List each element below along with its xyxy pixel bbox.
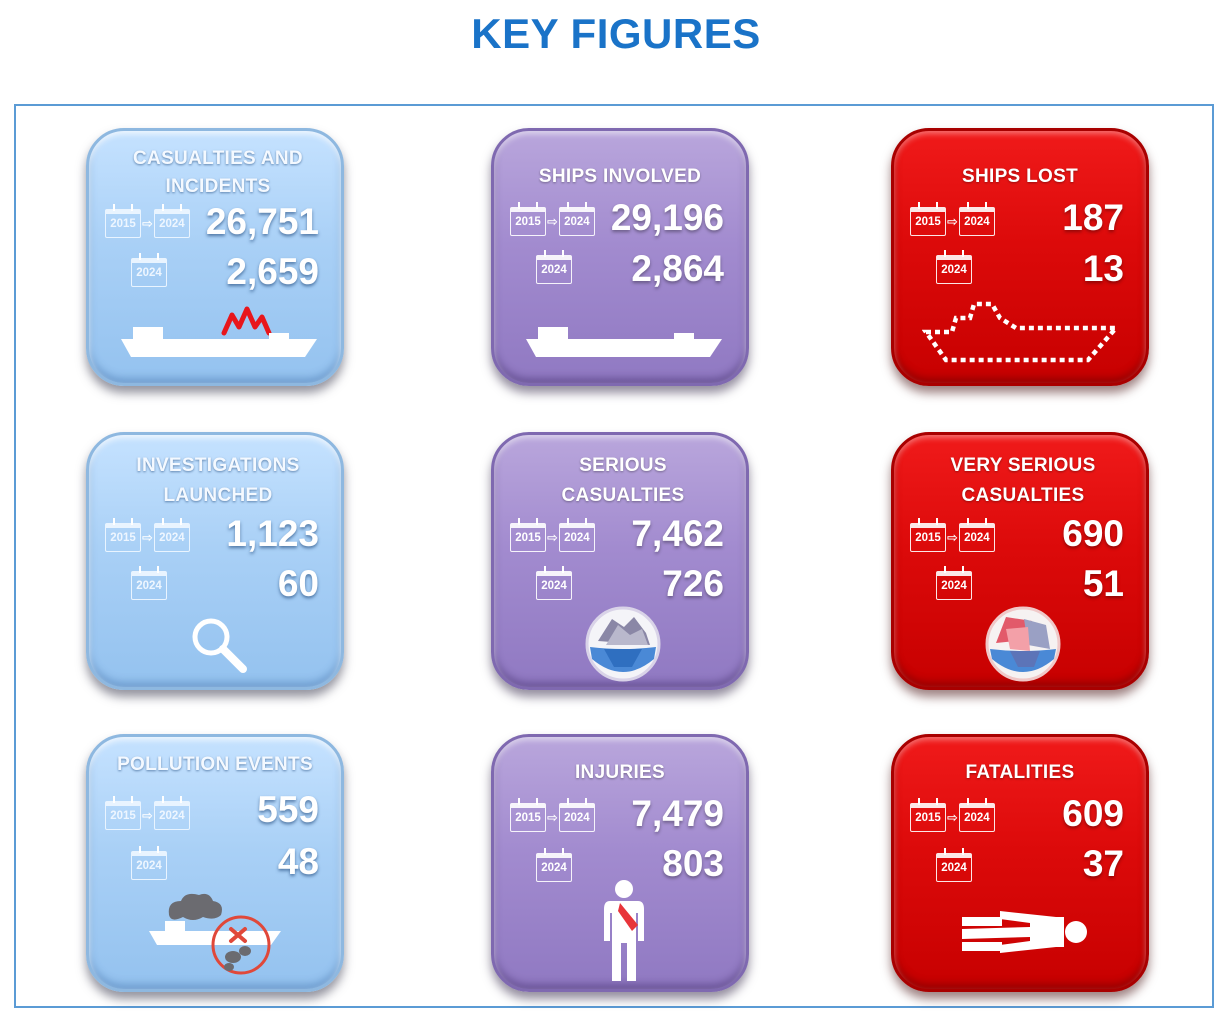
- tile-title: INJURIES: [574, 762, 666, 783]
- tile-title: CASUALTIES AND INCIDENTS: [133, 148, 303, 197]
- injured-person-icon: [604, 880, 644, 981]
- year-icon: 2024: [936, 566, 972, 600]
- calendar-icon: 2015: [510, 202, 546, 236]
- year-value: 2,864: [631, 248, 724, 289]
- period-range-icon: 2015 ⇨ 2024: [510, 202, 595, 236]
- key-figures-panel: CASUALTIES AND INCIDENTS 2015 ⇨ 2024 26,…: [14, 104, 1214, 1008]
- ship-lost-icon: [922, 301, 1121, 363]
- year-icon: 2024: [536, 848, 572, 882]
- magnifier-icon: [192, 618, 247, 673]
- calendar-icon: 2024: [131, 846, 167, 880]
- calendar-icon: 2024: [558, 202, 595, 236]
- total-value: 7,479: [631, 793, 724, 834]
- iceberg-red-icon: [985, 606, 1061, 682]
- year-icon: 2024: [131, 846, 167, 880]
- year-icon: 2024: [936, 848, 972, 882]
- iceberg-icon: [585, 606, 661, 682]
- tile-title: SHIPS INVOLVED: [538, 166, 702, 187]
- year-icon: 2024: [131, 253, 167, 287]
- ship-incident-icon: [121, 306, 317, 357]
- year-icon: 2024: [936, 250, 972, 284]
- year-icon: 2024: [536, 250, 572, 284]
- total-value: 187: [1062, 197, 1124, 238]
- tile-title: SERIOUS CASUALTIES: [561, 455, 685, 506]
- calendar-icon: 2015: [510, 518, 546, 552]
- tile-title: FATALITIES: [965, 762, 1075, 783]
- year-value: 726: [662, 563, 724, 604]
- period-range-icon: 2015 ⇨ 2024: [510, 518, 595, 552]
- total-value: 690: [1062, 513, 1124, 554]
- tile-title: POLLUTION EVENTS: [117, 754, 313, 775]
- ship-icon: [526, 327, 722, 357]
- period-range-icon: 2015 ⇨ 2024: [910, 798, 995, 832]
- total-value: 29,196: [610, 197, 724, 238]
- total-value: 559: [257, 789, 319, 830]
- tile-injuries: INJURIES 2015 ⇨ 2024 7,479 2024 803: [491, 734, 749, 992]
- tile-investigations-launched: INVESTIGATIONS LAUNCHED 2015 ⇨ 2024 1,12…: [86, 432, 344, 690]
- total-value: 26,751: [205, 201, 319, 242]
- calendar-icon: 2024: [936, 848, 972, 882]
- year-icon: 2024: [536, 566, 572, 600]
- page-title: KEY FIGURES: [471, 10, 761, 57]
- year-value: 51: [1082, 563, 1124, 604]
- calendar-icon: 2024: [958, 202, 995, 236]
- period-range-icon: 2015 ⇨ 2024: [105, 796, 190, 830]
- calendar-icon: 2024: [558, 798, 595, 832]
- calendar-icon: 2024: [131, 253, 167, 287]
- calendar-icon: 2024: [153, 204, 190, 238]
- tile-pollution-events: POLLUTION EVENTS 2015 ⇨ 2024 559 2024 48: [86, 734, 344, 992]
- calendar-icon: 2024: [958, 518, 995, 552]
- tile-ships-lost: SHIPS LOST 2015 ⇨ 2024 187 2024 13: [891, 128, 1149, 386]
- calendar-icon: 2024: [536, 566, 572, 600]
- tile-fatalities: FATALITIES 2015 ⇨ 2024 609 2024 37: [891, 734, 1149, 992]
- calendar-icon: 2024: [131, 566, 167, 600]
- calendar-icon: 2024: [153, 518, 190, 552]
- period-range-icon: 2015 ⇨ 2024: [910, 202, 995, 236]
- period-range-icon: 2015 ⇨ 2024: [105, 204, 190, 238]
- tile-serious-casualties: SERIOUS CASUALTIES 2015 ⇨ 2024 7,462 202…: [491, 432, 749, 690]
- tile-title: INVESTIGATIONS LAUNCHED: [136, 455, 300, 506]
- calendar-icon: 2015: [910, 518, 946, 552]
- year-icon: 2024: [131, 566, 167, 600]
- calendar-icon: 2015: [105, 204, 141, 238]
- year-value: 60: [277, 563, 319, 604]
- calendar-icon: 2024: [153, 796, 190, 830]
- tile-title: SHIPS LOST: [962, 166, 1078, 187]
- year-value: 48: [277, 841, 319, 882]
- total-value: 1,123: [226, 513, 319, 554]
- calendar-icon: 2015: [910, 202, 946, 236]
- period-range-icon: 2015 ⇨ 2024: [105, 518, 190, 552]
- total-value: 609: [1062, 793, 1124, 834]
- calendar-icon: 2024: [958, 798, 995, 832]
- tile-ships-involved: SHIPS INVOLVED 2015 ⇨ 2024 29,196 2024 2…: [491, 128, 749, 386]
- tile-title: VERY SERIOUS CASUALTIES: [950, 455, 1096, 506]
- total-value: 7,462: [631, 513, 724, 554]
- calendar-icon: 2024: [536, 250, 572, 284]
- calendar-icon: 2015: [910, 798, 946, 832]
- fatality-icon: [962, 911, 1087, 953]
- period-range-icon: 2015 ⇨ 2024: [910, 518, 995, 552]
- calendar-icon: 2015: [105, 518, 141, 552]
- calendar-icon: 2024: [936, 566, 972, 600]
- year-value: 37: [1082, 843, 1124, 884]
- calendar-icon: 2015: [510, 798, 546, 832]
- tile-very-serious-casualties: VERY SERIOUS CASUALTIES 2015 ⇨ 2024 690 …: [891, 432, 1149, 690]
- year-value: 803: [662, 843, 724, 884]
- year-value: 13: [1082, 248, 1124, 289]
- calendar-icon: 2024: [936, 250, 972, 284]
- calendar-icon: 2024: [536, 848, 572, 882]
- period-range-icon: 2015 ⇨ 2024: [510, 798, 595, 832]
- year-value: 2,659: [226, 251, 319, 292]
- pollution-icon: [149, 893, 281, 975]
- tile-casualties-and-incidents: CASUALTIES AND INCIDENTS 2015 ⇨ 2024 26,…: [86, 128, 344, 386]
- calendar-icon: 2015: [105, 796, 141, 830]
- calendar-icon: 2024: [558, 518, 595, 552]
